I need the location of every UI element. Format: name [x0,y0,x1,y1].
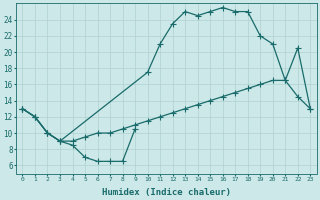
X-axis label: Humidex (Indice chaleur): Humidex (Indice chaleur) [102,188,231,197]
